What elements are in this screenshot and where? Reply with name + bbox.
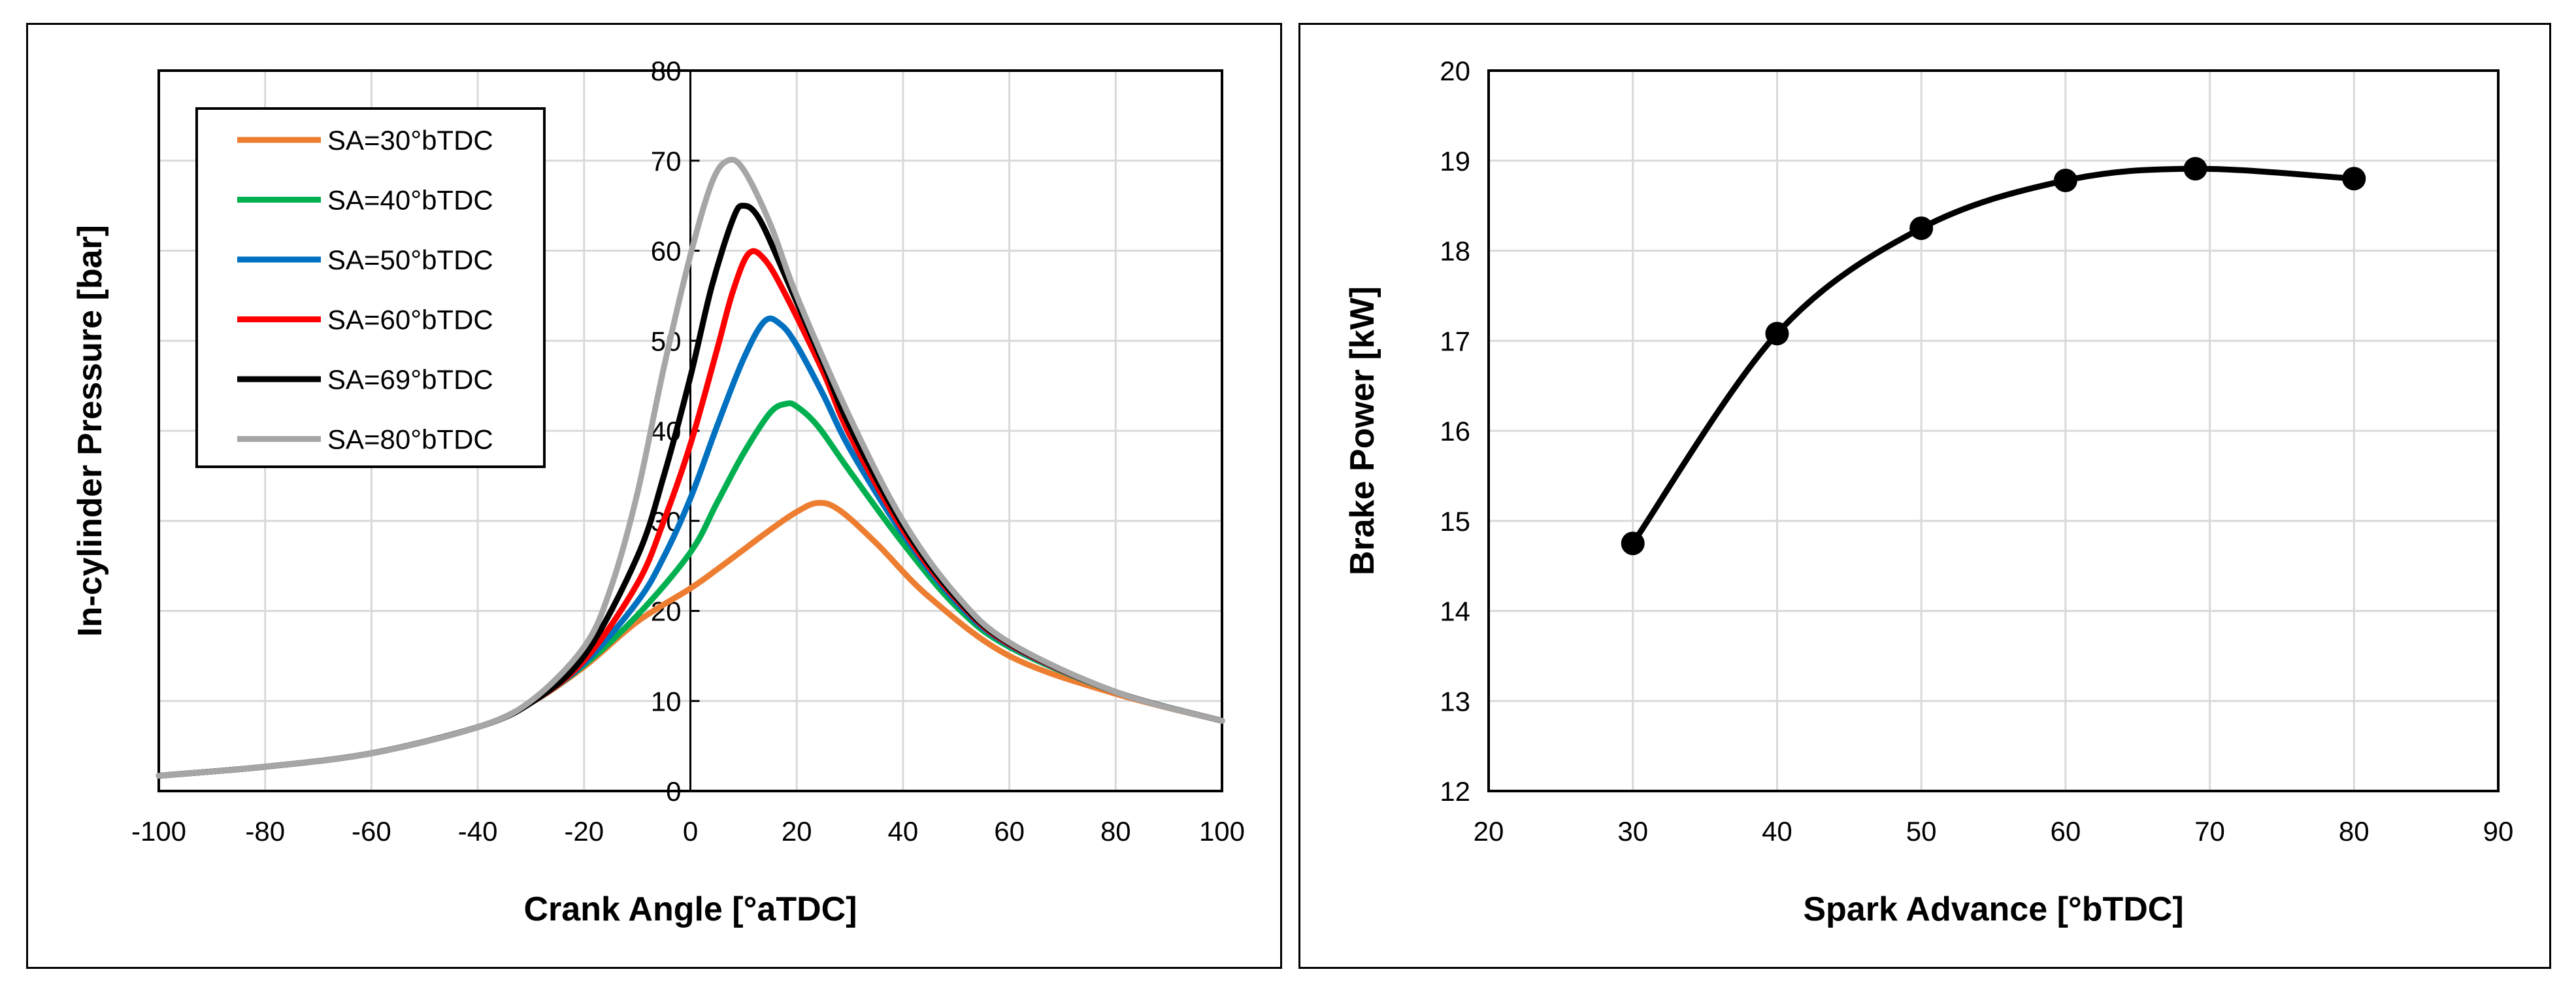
- legend-label: SA=40°bTDC: [327, 185, 493, 216]
- x-tick-label: -20: [564, 816, 604, 847]
- legend-label: SA=50°bTDC: [327, 245, 493, 275]
- legend-box: [195, 107, 546, 468]
- y-tick-label: 60: [651, 236, 682, 267]
- y-tick-label: 10: [651, 686, 682, 717]
- legend-label: SA=60°bTDC: [327, 305, 493, 335]
- x-tick-label: -40: [458, 816, 498, 847]
- x-tick-label: -100: [131, 816, 186, 847]
- legend-label: SA=80°bTDC: [327, 424, 493, 455]
- brake-power-vs-spark-advance-chart: 12 13 14 15 16 17 18 19 20 20 30 40 50 60 70 80 90 Spark …: [1344, 56, 2514, 928]
- x-tick-label: 80: [2339, 816, 2370, 847]
- data-point-marker: [1909, 216, 1934, 241]
- x-tick-label: 30: [1617, 816, 1648, 847]
- x-tick-label: 60: [994, 816, 1025, 847]
- x-axis-title: Spark Advance [°bTDC]: [1803, 890, 2183, 928]
- y-tick-label: 17: [1440, 326, 1470, 356]
- data-point-marker: [1765, 322, 1789, 346]
- y-tick-label: 0: [666, 776, 681, 807]
- y-tick-label: 18: [1440, 236, 1470, 267]
- y-tick-label: 14: [1440, 596, 1470, 627]
- x-tick-label: 90: [2483, 816, 2514, 847]
- x-axis-title: Crank Angle [°aTDC]: [523, 890, 857, 928]
- x-tick-label: 0: [683, 816, 698, 847]
- series-line-sa-5: [156, 156, 1225, 779]
- y-tick-label: 15: [1440, 506, 1470, 537]
- x-tick-label: 20: [1474, 816, 1504, 847]
- data-point-marker: [2183, 157, 2207, 181]
- x-tick-label: 80: [1100, 816, 1131, 847]
- x-tick-label: 40: [888, 816, 919, 847]
- x-tick-label: -60: [352, 816, 391, 847]
- brake-power-line: [1630, 165, 2354, 545]
- x-tick-label: 70: [2194, 816, 2225, 847]
- data-point-marker: [1621, 531, 1645, 556]
- y-tick-label: 16: [1440, 416, 1470, 447]
- x-tick-label: 40: [1762, 816, 1792, 847]
- y-tick-label: 80: [651, 56, 682, 86]
- x-tick-label: 100: [1199, 816, 1245, 847]
- data-point-marker: [2342, 167, 2366, 191]
- y-tick-label: 70: [651, 146, 682, 177]
- data-point-marker: [2053, 169, 2077, 193]
- crank-angle-pressure-chart-panel: 0 10 20 30 40 50 60 70 80 -100 -80 -60 -40 -20 0 20 40 60…: [26, 23, 1282, 969]
- brake-power-chart-panel: 12 13 14 15 16 17 18 19 20 20 30 40 50 60 70 80 90 Spark …: [1298, 23, 2551, 969]
- y-axis-title: Brake Power [kW]: [1344, 286, 1381, 575]
- x-tick-label: 50: [1906, 816, 1937, 847]
- y-tick-label: 20: [1440, 56, 1470, 86]
- x-tick-label: 20: [782, 816, 812, 847]
- y-tick-label: 12: [1440, 776, 1470, 807]
- plot-area-border: [1487, 69, 2500, 792]
- legend-label: SA=69°bTDC: [327, 364, 493, 395]
- y-axis-title: In-cylinder Pressure [bar]: [71, 225, 109, 637]
- x-tick-label: -80: [245, 816, 285, 847]
- y-tick-label: 19: [1440, 146, 1470, 177]
- y-tick-label: 13: [1440, 686, 1470, 717]
- x-tick-label: 60: [2050, 816, 2081, 847]
- legend-label: SA=30°bTDC: [327, 125, 493, 156]
